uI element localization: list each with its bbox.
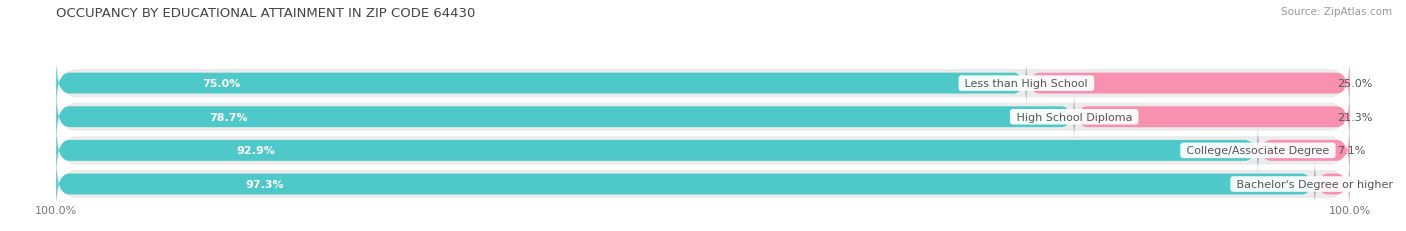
Text: OCCUPANCY BY EDUCATIONAL ATTAINMENT IN ZIP CODE 64430: OCCUPANCY BY EDUCATIONAL ATTAINMENT IN Z… [56,7,475,20]
Text: 92.9%: 92.9% [236,146,276,156]
FancyBboxPatch shape [56,94,1074,140]
Text: 2.7%: 2.7% [1337,179,1365,189]
Text: 21.3%: 21.3% [1337,112,1372,122]
FancyBboxPatch shape [56,81,1350,153]
Text: Source: ZipAtlas.com: Source: ZipAtlas.com [1281,7,1392,17]
FancyBboxPatch shape [1315,161,1350,207]
Text: Bachelor's Degree or higher: Bachelor's Degree or higher [1233,179,1396,189]
FancyBboxPatch shape [1258,128,1350,174]
Text: College/Associate Degree: College/Associate Degree [1182,146,1333,156]
FancyBboxPatch shape [1074,94,1350,140]
Text: 7.1%: 7.1% [1337,146,1365,156]
FancyBboxPatch shape [56,48,1350,120]
Text: Less than High School: Less than High School [962,79,1091,89]
FancyBboxPatch shape [1026,61,1350,107]
Text: High School Diploma: High School Diploma [1012,112,1136,122]
Text: 78.7%: 78.7% [209,112,247,122]
Text: 75.0%: 75.0% [202,79,240,89]
Text: 25.0%: 25.0% [1337,79,1372,89]
FancyBboxPatch shape [56,115,1350,187]
FancyBboxPatch shape [56,61,1026,107]
FancyBboxPatch shape [56,128,1258,174]
FancyBboxPatch shape [56,161,1315,207]
Text: 97.3%: 97.3% [245,179,284,189]
FancyBboxPatch shape [56,148,1350,220]
